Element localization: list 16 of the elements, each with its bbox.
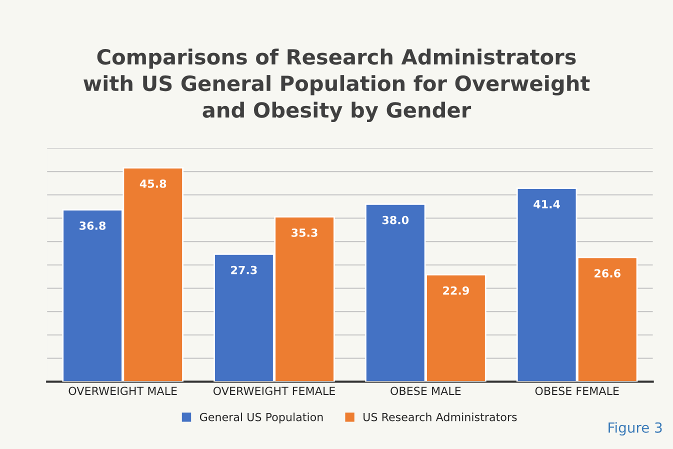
data-label: 27.3 — [231, 266, 257, 274]
chart-title: Comparisons of Research Administrators with US General Population for Overweight and Obesity by Gender — [84, 48, 590, 122]
caption: Figure 3 — [608, 422, 662, 436]
legend-label: US Research Administrators — [364, 412, 517, 422]
data-label: 35.3 — [292, 228, 318, 237]
data-label: 36.8 — [80, 221, 106, 230]
x-tick-label: OVERWEIGHT FEMALE — [213, 386, 335, 396]
x-tick-label: OBESE MALE — [390, 386, 461, 396]
x-tick-label: OBESE FEMALE — [535, 386, 619, 396]
data-label: 22.9 — [443, 286, 469, 295]
data-label: 45.8 — [140, 179, 166, 188]
data-label: 41.4 — [534, 200, 560, 208]
legend-label: General US Population — [200, 412, 323, 424]
x-tick-label: OVERWEIGHT MALE — [68, 386, 177, 396]
data-label: 26.6 — [594, 269, 620, 278]
data-label: 38.0 — [382, 216, 409, 224]
